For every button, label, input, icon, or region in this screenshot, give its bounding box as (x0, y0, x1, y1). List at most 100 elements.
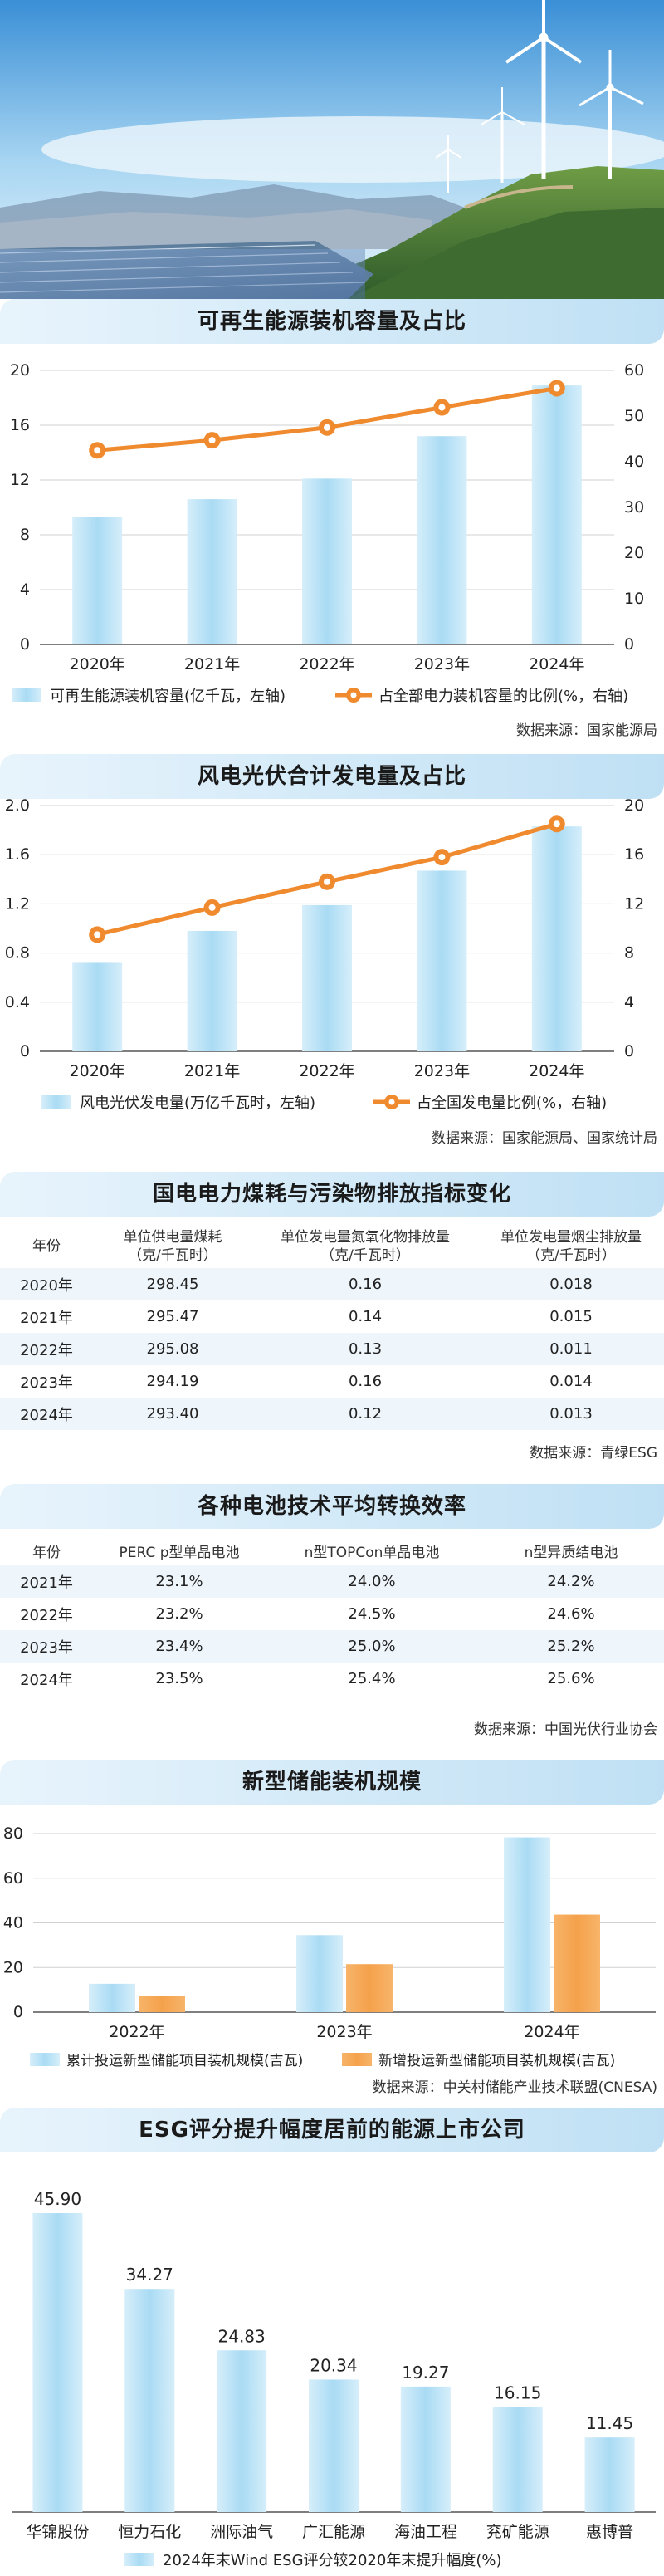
chart2-title: 风电光伏合计发电量及占比 (197, 764, 466, 789)
y-right-tick-label: 60 (624, 361, 644, 380)
x-tick-label: 广汇能源 (302, 2523, 365, 2541)
y-left-tick-label: 4 (20, 580, 30, 599)
table-row: 2024年 23.5% 25.4% 25.6% (0, 1663, 664, 1695)
bar (417, 870, 467, 1051)
y-right-tick-label: 8 (624, 944, 634, 962)
chart4-plot: 45.90 华锦股份 34.27 恒力石化 24.83 洲际油气 20.34 广汇能源 19.2… (12, 2189, 656, 2569)
table-cell: 23.4% (93, 1630, 266, 1663)
table2-col-year: 年份 (32, 1545, 61, 1561)
bar (217, 2350, 267, 2512)
table-cell: 0.018 (478, 1268, 664, 1300)
table2-col-hjt: n型异质结电池 (524, 1545, 618, 1561)
table-cell: 0.13 (252, 1333, 478, 1365)
y-tick-label: 60 (3, 1869, 23, 1888)
table-cell: 0.16 (348, 1373, 383, 1390)
legend-bar-swatch (42, 1095, 71, 1109)
line-point-center (438, 404, 446, 411)
bar (302, 904, 352, 1051)
legend-line-label: 占全部电力装机容量的比例(%，右轴) (378, 688, 628, 705)
table-cell: 2022年 (0, 1333, 93, 1365)
legend-line-label: 占全国发电量比例(%，右轴) (417, 1095, 607, 1112)
legend-line-point-center (350, 692, 357, 698)
line-point-center (553, 384, 560, 392)
x-tick-label: 2022年 (299, 655, 354, 673)
bar-new (346, 1964, 393, 2012)
x-tick-label: 2024年 (524, 2023, 579, 2041)
table-cell: 0.011 (478, 1333, 664, 1365)
y-right-tick-label: 20 (624, 797, 644, 815)
table-cell: 25.6% (547, 1670, 595, 1687)
bar (302, 478, 352, 644)
chart1-source: 数据来源：国家能源局 (516, 722, 657, 739)
y-left-tick-label: 12 (10, 471, 30, 489)
table2-section: 各种电池技术平均转换效率 年份 PERC p型单晶电池 n型TOPCon单晶电池… (0, 1474, 664, 1748)
bar (531, 826, 582, 1051)
table-cell: 0.014 (549, 1373, 593, 1390)
bar (584, 2437, 635, 2512)
table-cell: 0.14 (348, 1308, 383, 1325)
bar (187, 930, 237, 1051)
chart3-title: 新型储能装机规模 (242, 1770, 422, 1795)
chart4-section: ESG评分提升幅度居前的能源上市公司 45.90 华锦股份 34.27 恒力石化 24.… (0, 2101, 664, 2576)
bar (417, 436, 467, 644)
table1-col-year: 年份 (32, 1238, 61, 1255)
table-cell: 0.015 (549, 1308, 593, 1325)
legend-bar-swatch (12, 688, 42, 702)
y-left-tick-label: 16 (10, 416, 30, 434)
y-left-tick-label: 1.6 (5, 845, 30, 864)
table-row: 2022年 23.2% 24.5% 24.6% (0, 1598, 664, 1630)
table-row: 2020年 298.45 0.16 0.018 (0, 1268, 664, 1300)
chart1-plot: 0 4 8 12 16 20 0 10 20 30 40 50 60 2020年 2021年 2022年 202… (10, 361, 644, 705)
data-label: 16.15 (494, 2383, 541, 2402)
x-tick-label: 2021年 (184, 1062, 240, 1080)
bar-cumulative (296, 1935, 343, 2012)
legend-cumulative-label: 累计投运新型储能项目装机规模(吉瓦) (66, 2053, 303, 2069)
table-cell: 2024年 (0, 1398, 93, 1430)
chart1-title: 可再生能源装机容量及占比 (197, 309, 466, 334)
bar (400, 2386, 451, 2512)
chart3-title-band (0, 1760, 664, 1805)
table-cell: 24.0% (266, 1565, 478, 1598)
x-tick-label: 2022年 (109, 2023, 164, 2041)
bar (187, 499, 237, 644)
table-cell: 295.47 (146, 1308, 199, 1325)
y-tick-label: 80 (3, 1824, 23, 1843)
x-tick-label: 惠博普 (586, 2523, 633, 2541)
table2-source: 数据来源：中国光伏行业协会 (474, 1721, 657, 1738)
table-cell: 24.2% (478, 1565, 664, 1598)
chart4-title: ESG评分提升幅度居前的能源上市公司 (139, 2118, 525, 2143)
table2-title: 各种电池技术平均转换效率 (197, 1494, 466, 1519)
chart2-section: 风电光伏合计发电量及占比 0 0.4 0.8 1.2 1.6 2.0 0 4 8 12 16 20 20… (0, 747, 664, 1167)
legend-label: 2024年末Wind ESG评分较2020年末提升幅度(%) (163, 2552, 501, 2569)
table-cell: 23.1% (93, 1565, 266, 1598)
x-tick-label: 2021年 (184, 655, 240, 673)
table-cell: 23.5% (155, 1670, 203, 1687)
chart1-section: 可再生能源装机容量及占比 0 4 8 12 16 20 0 10 20 30 40 50 60 2020年… (0, 299, 664, 747)
y-right-tick-label: 4 (624, 993, 634, 1011)
y-right-tick-label: 0 (624, 1042, 634, 1060)
x-tick-label: 2023年 (316, 2023, 372, 2041)
y-right-tick-label: 50 (624, 407, 644, 425)
table-row: 2022年 295.08 0.13 0.011 (0, 1333, 664, 1365)
y-left-tick-label: 2.0 (5, 797, 30, 815)
legend-bar-label: 风电光伏发电量(万亿千瓦时，左轴) (80, 1095, 315, 1112)
table-cell: 2023年 (20, 1374, 73, 1392)
y-left-tick-label: 20 (10, 361, 30, 380)
data-label: 24.83 (218, 2326, 266, 2346)
table2: 年份 PERC p型单晶电池 n型TOPCon单晶电池 n型异质结电池 2021… (0, 1540, 664, 1695)
bar (72, 962, 123, 1051)
hero-landscape-image (0, 0, 664, 299)
bar-new (554, 1914, 600, 2012)
table-cell: 23.2% (155, 1605, 203, 1623)
table-cell: 2024年 (20, 1671, 73, 1689)
table1-source: 数据来源：青绿ESG (530, 1445, 657, 1462)
line-point-center (324, 878, 330, 885)
line-point-center (208, 904, 216, 911)
y-tick-label: 20 (3, 1958, 23, 1976)
chart2-plot: 0 0.4 0.8 1.2 1.6 2.0 0 4 8 12 16 20 2020年 2021年 2022年… (5, 797, 644, 1112)
line-point-center (208, 437, 216, 444)
data-label: 11.45 (586, 2413, 633, 2433)
table-row: 2021年 295.47 0.14 0.015 (0, 1300, 664, 1333)
table-row: 2023年 23.4% 25.0% 25.2% (0, 1630, 664, 1663)
table-cell: 2021年 (0, 1565, 93, 1598)
